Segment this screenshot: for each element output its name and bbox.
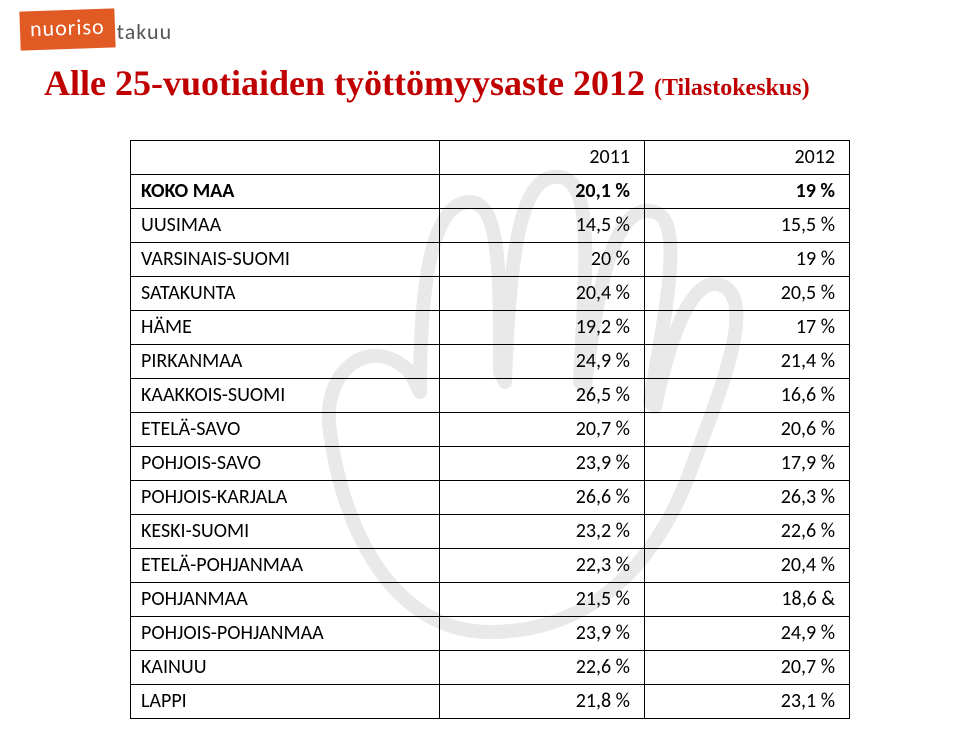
cell-region: KAINUU — [131, 651, 440, 685]
cell-y2: 17 % — [644, 311, 849, 345]
cell-y1: 19,2 % — [439, 311, 644, 345]
cell-y2: 20,5 % — [644, 277, 849, 311]
cell-y2: 22,6 % — [644, 515, 849, 549]
data-table: 20112012KOKO MAA20,1 %19 %UUSIMAA14,5 %1… — [130, 140, 850, 719]
cell-y1: 21,5 % — [439, 583, 644, 617]
table-row: KOKO MAA20,1 %19 % — [131, 175, 850, 209]
table-row: UUSIMAA14,5 %15,5 % — [131, 209, 850, 243]
table-row: VARSINAIS-SUOMI20 %19 % — [131, 243, 850, 277]
cell-region: POHJOIS-KARJALA — [131, 481, 440, 515]
cell-region: KOKO MAA — [131, 175, 440, 209]
cell-y2: 20,6 % — [644, 413, 849, 447]
cell-region: SATAKUNTA — [131, 277, 440, 311]
table-row: KAAKKOIS-SUOMI26,5 %16,6 % — [131, 379, 850, 413]
cell-y1: 14,5 % — [439, 209, 644, 243]
cell-y1: 20 % — [439, 243, 644, 277]
header-y1: 2011 — [439, 141, 644, 175]
cell-region: KESKI-SUOMI — [131, 515, 440, 549]
header-y2: 2012 — [644, 141, 849, 175]
cell-region: HÄME — [131, 311, 440, 345]
cell-y1: 23,9 % — [439, 617, 644, 651]
table-row: KAINUU22,6 %20,7 % — [131, 651, 850, 685]
cell-y1: 26,5 % — [439, 379, 644, 413]
cell-y1: 26,6 % — [439, 481, 644, 515]
cell-y2: 20,4 % — [644, 549, 849, 583]
cell-y2: 26,3 % — [644, 481, 849, 515]
cell-region: PIRKANMAA — [131, 345, 440, 379]
table-row: PIRKANMAA24,9 %21,4 % — [131, 345, 850, 379]
cell-region: KAAKKOIS-SUOMI — [131, 379, 440, 413]
table-row: POHJOIS-SAVO23,9 %17,9 % — [131, 447, 850, 481]
logo: nuoriso takuu — [20, 10, 172, 49]
cell-region: ETELÄ-POHJANMAA — [131, 549, 440, 583]
table-row: ETELÄ-SAVO20,7 %20,6 % — [131, 413, 850, 447]
cell-y2: 24,9 % — [644, 617, 849, 651]
cell-region: VARSINAIS-SUOMI — [131, 243, 440, 277]
cell-region: ETELÄ-SAVO — [131, 413, 440, 447]
cell-y2: 21,4 % — [644, 345, 849, 379]
title-main: Alle 25-vuotiaiden työttömyysaste 2012 — [44, 63, 654, 103]
cell-y1: 20,1 % — [439, 175, 644, 209]
cell-y1: 21,8 % — [439, 685, 644, 719]
cell-y2: 23,1 % — [644, 685, 849, 719]
cell-y1: 22,3 % — [439, 549, 644, 583]
cell-region: POHJOIS-POHJANMAA — [131, 617, 440, 651]
cell-region: LAPPI — [131, 685, 440, 719]
title-sub: (Tilastokeskus) — [654, 75, 810, 101]
table-row: LAPPI21,8 %23,1 % — [131, 685, 850, 719]
cell-y2: 17,9 % — [644, 447, 849, 481]
cell-y1: 20,7 % — [439, 413, 644, 447]
cell-y1: 24,9 % — [439, 345, 644, 379]
cell-y1: 23,9 % — [439, 447, 644, 481]
cell-y2: 16,6 % — [644, 379, 849, 413]
cell-y1: 20,4 % — [439, 277, 644, 311]
table-row: POHJOIS-POHJANMAA23,9 %24,9 % — [131, 617, 850, 651]
table-row: POHJANMAA21,5 %18,6 & — [131, 583, 850, 617]
table-header-row: 20112012 — [131, 141, 850, 175]
table-row: SATAKUNTA20,4 %20,5 % — [131, 277, 850, 311]
logo-suffix: takuu — [117, 18, 172, 45]
cell-y2: 18,6 & — [644, 583, 849, 617]
cell-y2: 15,5 % — [644, 209, 849, 243]
cell-y1: 22,6 % — [439, 651, 644, 685]
header-region — [131, 141, 440, 175]
cell-y1: 23,2 % — [439, 515, 644, 549]
table-row: KESKI-SUOMI23,2 %22,6 % — [131, 515, 850, 549]
table-row: HÄME19,2 %17 % — [131, 311, 850, 345]
cell-region: POHJOIS-SAVO — [131, 447, 440, 481]
cell-y2: 19 % — [644, 175, 849, 209]
logo-box: nuoriso — [19, 8, 115, 50]
table-row: ETELÄ-POHJANMAA22,3 %20,4 % — [131, 549, 850, 583]
page-title: Alle 25-vuotiaiden työttömyysaste 2012 (… — [44, 62, 810, 104]
cell-region: POHJANMAA — [131, 583, 440, 617]
cell-region: UUSIMAA — [131, 209, 440, 243]
table-row: POHJOIS-KARJALA26,6 %26,3 % — [131, 481, 850, 515]
cell-y2: 20,7 % — [644, 651, 849, 685]
data-table-wrap: 20112012KOKO MAA20,1 %19 %UUSIMAA14,5 %1… — [130, 140, 850, 719]
cell-y2: 19 % — [644, 243, 849, 277]
